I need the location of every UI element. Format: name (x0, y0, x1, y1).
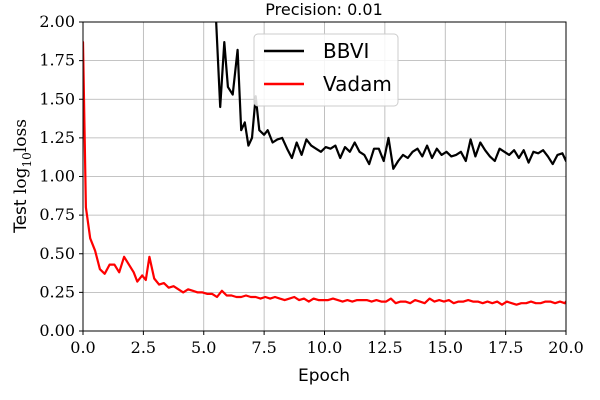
chart-title: Precision: 0.01 (265, 0, 383, 19)
x-tick-label: 0.0 (70, 338, 95, 357)
y-tick-label: 1.75 (39, 51, 75, 70)
series-lines (83, 22, 566, 306)
legend-label-vadam: Vadam (323, 72, 392, 96)
x-tick-label: 20.0 (548, 338, 584, 357)
x-tick-label: 17.5 (488, 338, 524, 357)
y-tick-label: 0.25 (39, 282, 75, 301)
x-axis-label: Epoch (298, 366, 350, 386)
y-axis-label-log: log (11, 167, 31, 194)
series-line-bbvi (215, 22, 566, 170)
y-axis-label-log-subscript: 10 (20, 152, 34, 167)
y-axis-label-prefix: Test (11, 194, 31, 234)
y-tick-label: 2.00 (39, 12, 75, 31)
y-axis-ticks: 0.00 0.25 0.50 0.75 1.00 1.25 1.50 1.75 2.00 (39, 12, 83, 340)
y-tick-label: 1.25 (39, 128, 75, 147)
y-tick-label: 1.00 (39, 167, 75, 186)
y-axis-label: Test log10loss (11, 119, 34, 234)
y-tick-label: 1.50 (39, 89, 75, 108)
y-axis-label-suffix: loss (11, 119, 31, 152)
y-tick-label: 0.00 (39, 321, 75, 340)
legend-label-bbvi: BBVI (323, 39, 369, 63)
x-tick-label: 7.5 (251, 338, 276, 357)
x-axis-ticks: 0.0 2.5 5.0 7.5 10.0 12.5 15.0 17.5 20.0 (70, 331, 584, 357)
x-tick-label: 15.0 (427, 338, 463, 357)
x-tick-label: 5.0 (191, 338, 216, 357)
y-tick-label: 0.50 (39, 244, 75, 263)
x-tick-label: 2.5 (131, 338, 156, 357)
plot-area (83, 22, 566, 306)
legend: BBVI Vadam (253, 33, 399, 107)
x-tick-label: 12.5 (367, 338, 403, 357)
series-line-vadam (83, 40, 566, 306)
y-tick-label: 0.75 (39, 205, 75, 224)
x-tick-label: 10.0 (307, 338, 343, 357)
